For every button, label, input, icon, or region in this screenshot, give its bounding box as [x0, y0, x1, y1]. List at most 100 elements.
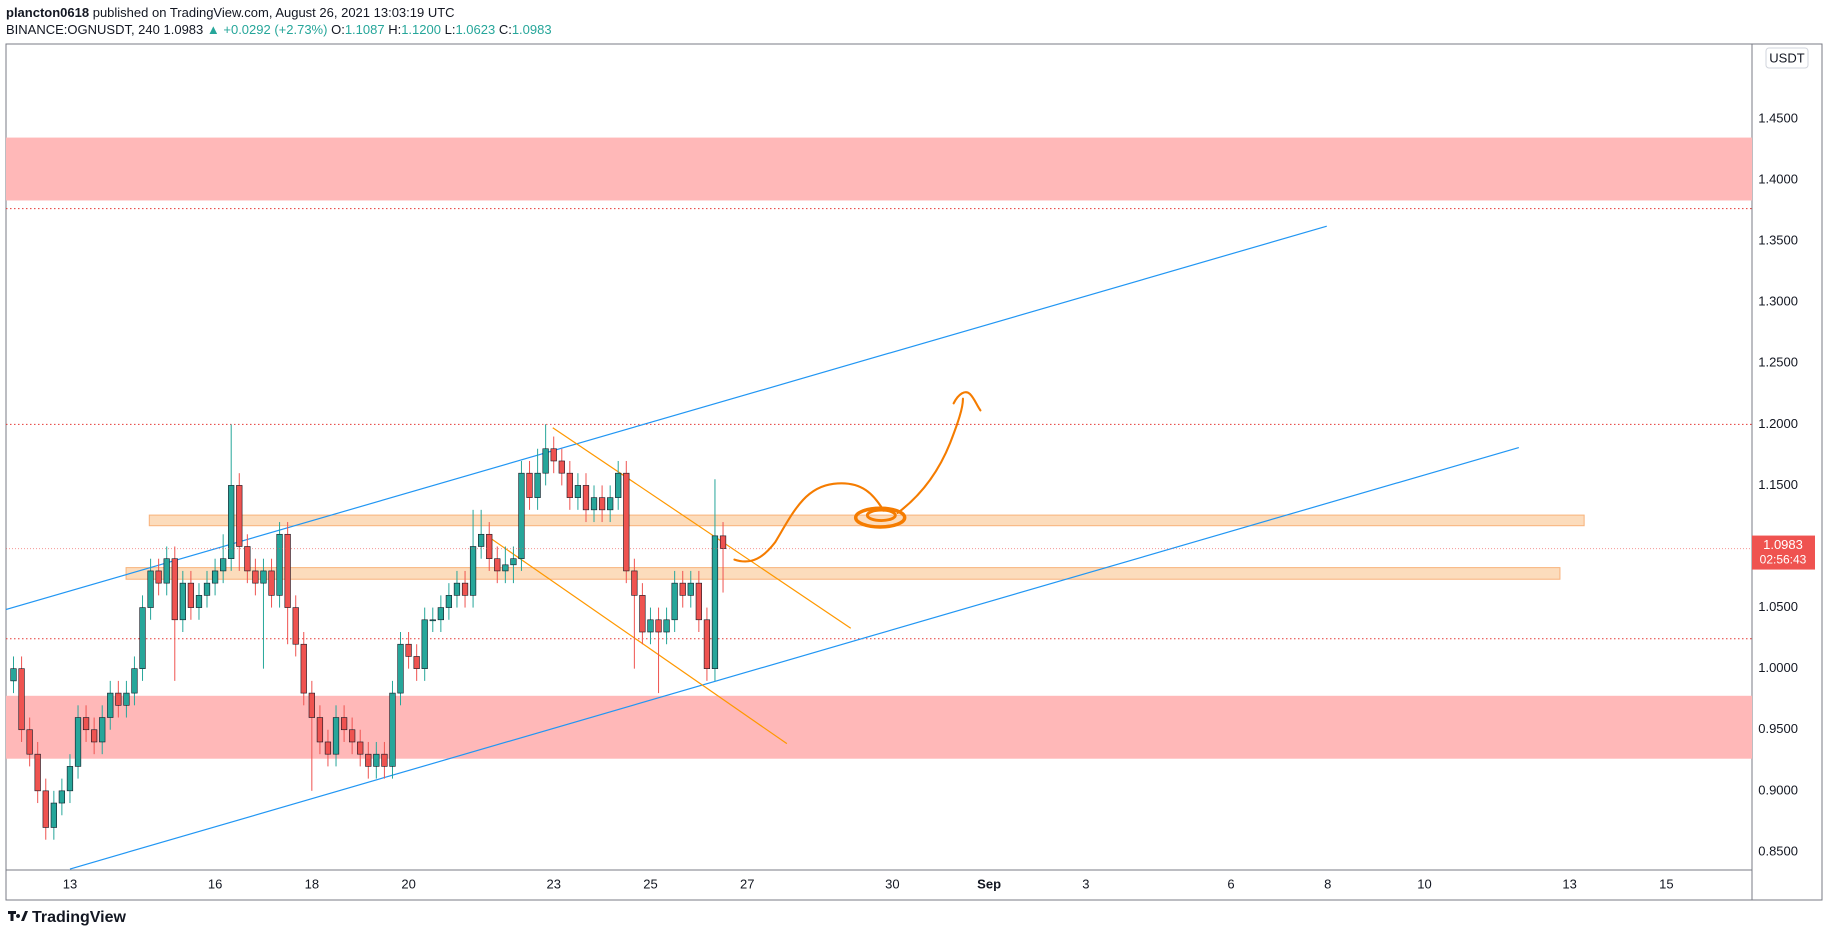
- candle-body: [413, 656, 420, 669]
- candle-body: [703, 619, 711, 669]
- x-tick-label: 27: [740, 876, 754, 891]
- candle-body: [357, 741, 364, 755]
- y-tick-label: 1.2500: [1758, 355, 1798, 370]
- candle-body: [534, 472, 541, 498]
- candle-body: [711, 535, 719, 669]
- candle-body: [252, 570, 259, 584]
- candle-body: [58, 790, 66, 804]
- y-tick-label: 0.9500: [1758, 721, 1798, 736]
- header-line-2: BINANCE:OGNUSDT, 240 1.0983 ▲ +0.0292 (+…: [6, 22, 552, 37]
- candle-body: [74, 717, 82, 767]
- frame: [5, 43, 1823, 901]
- countdown: 02:56:43: [1760, 553, 1807, 567]
- candle-body: [228, 485, 235, 560]
- low: 1.0623: [455, 22, 495, 37]
- published: published on TradingView.com, August 26,…: [93, 5, 455, 20]
- x-tick-label: 20: [401, 876, 415, 891]
- candle-body: [687, 582, 694, 596]
- candle-body: [99, 717, 106, 743]
- header-line-1: plancton0618 published on TradingView.co…: [6, 5, 455, 20]
- freehand-curve: [733, 482, 885, 563]
- candle-body: [349, 729, 356, 743]
- y-tick-label: 1.4000: [1758, 171, 1798, 186]
- x-tick-label: 8: [1324, 876, 1331, 891]
- candle-body: [671, 582, 678, 621]
- candle-body: [453, 582, 461, 596]
- open: 1.1087: [345, 22, 385, 37]
- candle-body: [494, 558, 501, 572]
- candle-body: [590, 497, 598, 511]
- candle-body: [510, 558, 517, 566]
- x-tick-label: 15: [1659, 876, 1673, 891]
- last-price-label: 1.0983: [1763, 537, 1803, 552]
- trend-line: [6, 225, 1327, 611]
- trend-line: [552, 427, 852, 629]
- candle-body: [66, 766, 74, 792]
- zone: [6, 695, 1752, 759]
- candle-body: [373, 753, 380, 767]
- candle-body: [211, 570, 219, 584]
- candle-body: [469, 546, 477, 596]
- candle-body: [292, 607, 299, 645]
- change: ▲ +0.0292 (+2.73%): [207, 22, 328, 37]
- candle-body: [461, 582, 469, 596]
- x-tick-label: 13: [1562, 876, 1576, 891]
- freehand-circle: [853, 506, 907, 529]
- candle-body: [179, 582, 186, 621]
- candle-body: [26, 729, 33, 755]
- o-label: O:: [331, 22, 345, 37]
- candle-body: [308, 692, 315, 718]
- candle-body: [18, 668, 25, 731]
- candle-body: [34, 753, 41, 792]
- high: 1.1200: [401, 22, 441, 37]
- zone: [6, 137, 1752, 201]
- x-tick-label: 18: [305, 876, 319, 891]
- author: plancton0618: [6, 5, 89, 20]
- candle-body: [381, 753, 388, 767]
- candle-body: [365, 753, 372, 767]
- symbol: BINANCE:OGNUSDT, 240: [6, 22, 160, 37]
- x-tick-label: 6: [1227, 876, 1234, 891]
- candle-body: [695, 582, 702, 621]
- l-label: L:: [445, 22, 456, 37]
- candle-body: [268, 570, 275, 596]
- x-tick-label: 23: [546, 876, 560, 891]
- y-tick-label: 1.2000: [1758, 416, 1798, 431]
- candle-body: [260, 570, 267, 584]
- candle-body: [639, 595, 646, 633]
- candle-body: [526, 472, 533, 498]
- candle-body: [397, 643, 404, 694]
- close: 1.0983: [512, 22, 552, 37]
- candle-body: [155, 570, 162, 584]
- candle-body: [171, 558, 178, 621]
- y-tick-label: 0.9000: [1758, 782, 1798, 797]
- x-tick-label: 10: [1417, 876, 1431, 891]
- candle-body: [421, 619, 428, 669]
- candle-body: [147, 570, 154, 608]
- freehand-curve: [896, 397, 964, 515]
- candle-body: [389, 692, 396, 767]
- freehand-hook: [952, 391, 982, 412]
- candle-body: [276, 533, 283, 596]
- candle-body: [647, 619, 654, 633]
- candle-body: [663, 619, 670, 633]
- candle-body: [82, 717, 90, 731]
- candle-body: [50, 802, 57, 828]
- zone: [125, 567, 1561, 580]
- x-tick-label: 16: [208, 876, 222, 891]
- candle-body: [163, 558, 170, 584]
- candle-body: [655, 619, 662, 633]
- candle-body: [518, 472, 525, 560]
- x-tick-label: Sep: [977, 876, 1001, 891]
- logo: TradingView: [8, 909, 127, 926]
- freehand-arrow: [733, 391, 982, 563]
- trend-line: [69, 446, 1519, 870]
- candle-body: [332, 717, 340, 755]
- candle-body: [187, 582, 195, 608]
- candle-body: [437, 607, 444, 621]
- candle-body: [550, 448, 557, 462]
- y-tick-label: 1.3000: [1758, 294, 1798, 309]
- candle-body: [631, 570, 638, 596]
- candle-body: [91, 729, 98, 743]
